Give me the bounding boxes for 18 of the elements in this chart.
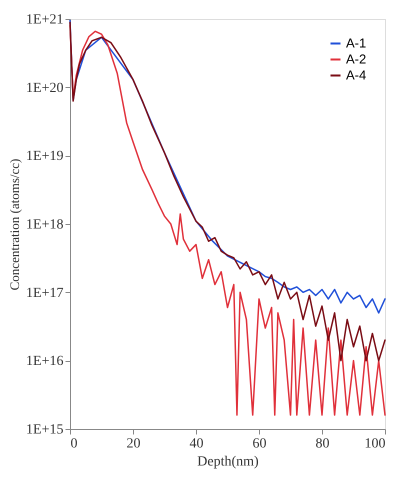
legend-label: A-2 <box>346 52 366 66</box>
x-tick-label: 80 <box>316 436 330 452</box>
x-tick-label: 40 <box>190 436 204 452</box>
y-tick-label: 1E+20 <box>26 80 64 96</box>
x-tick-label: 100 <box>364 436 386 452</box>
y-tick-label: 1E+18 <box>26 218 64 232</box>
legend-label: A-1 <box>346 36 366 50</box>
x-axis-title: Depth(nm) <box>197 454 260 470</box>
y-tick-label: 1E+16 <box>26 354 64 370</box>
y-tick-label: 1E+21 <box>26 12 64 28</box>
y-axis-title: Concentration (atoms/cc) <box>7 158 22 290</box>
y-tick-label: 1E+15 <box>26 422 64 438</box>
y-tick-label: 1E+19 <box>26 149 64 164</box>
y-tick-label: 1E+17 <box>26 286 64 301</box>
x-tick-label: 60 <box>252 436 266 452</box>
x-tick-label: 20 <box>126 436 140 452</box>
x-tick-label: 0 <box>70 436 78 452</box>
legend-label: A-4 <box>346 68 366 82</box>
